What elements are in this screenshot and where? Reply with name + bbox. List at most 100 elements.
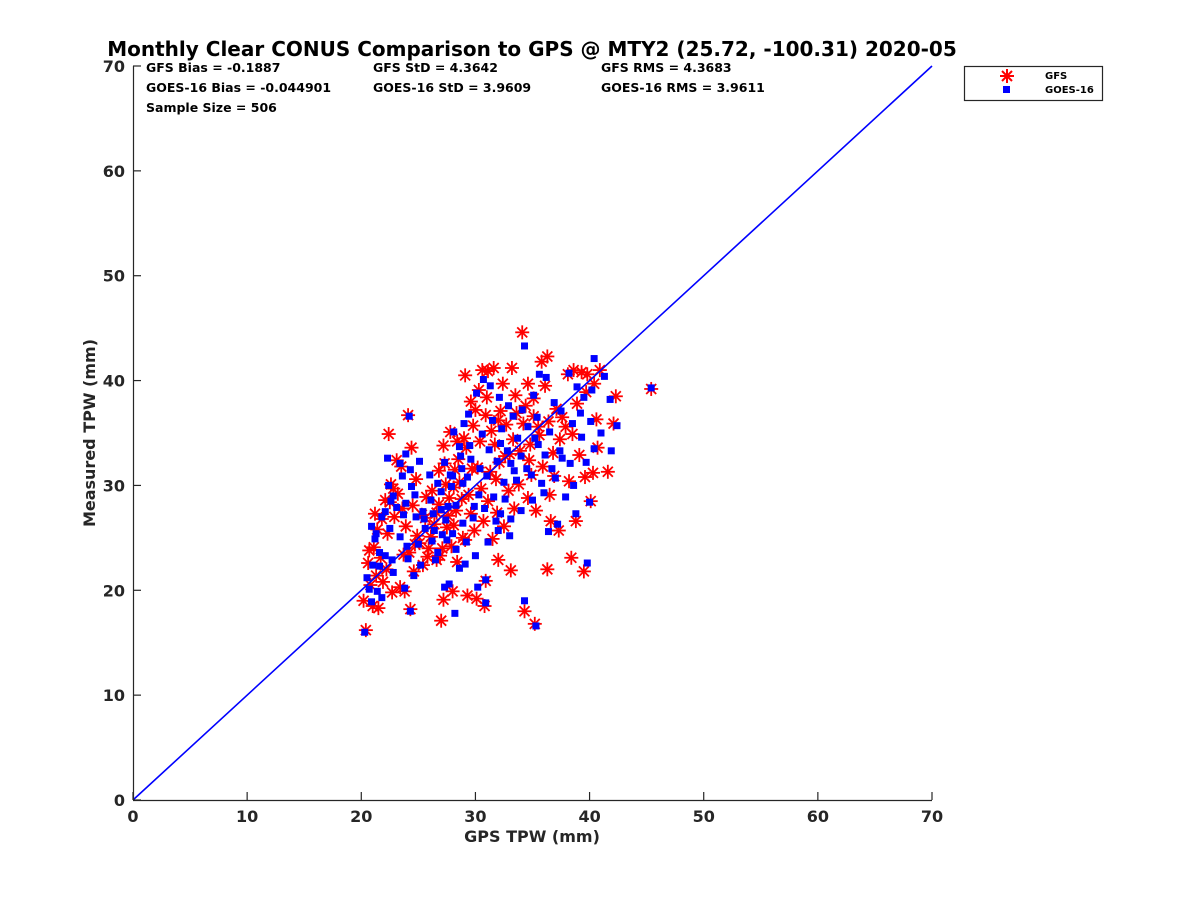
gfs-point [578,470,593,485]
goes16-point [530,391,538,399]
gfs-point [478,408,493,423]
goes16-point [590,445,598,453]
goes16-point [445,580,453,588]
goes16-point [489,416,497,424]
goes16-point [437,488,445,496]
x-tick-label: 60 [807,807,829,826]
gfs-point [461,487,476,502]
goes16-point [493,457,501,465]
goes16-point [501,495,509,503]
x-tick-label: 40 [578,807,600,826]
gfs-point [463,394,478,409]
gfs-point [385,585,400,600]
goes16-point [531,434,539,442]
gfs-point [568,514,583,529]
goes16-point [482,599,490,607]
goes16-point [497,439,505,447]
goes16-point [527,471,535,479]
goes16-point [587,417,595,425]
goes16-point [550,399,558,407]
x-axis-label: GPS TPW (mm) [464,827,600,846]
goes16-point [600,372,608,380]
gfs-point [436,438,451,453]
gfs-point [375,574,390,589]
goes16-point [412,513,420,521]
gfs-point [508,388,523,403]
goes16-point [408,482,416,490]
goes16-point [427,496,435,504]
y-tick-label: 30 [103,476,125,495]
goes16-point [396,533,404,541]
goes16-point [450,428,458,436]
goes16-point [495,393,503,401]
gfs-point [576,564,591,579]
goes16-point [363,574,371,582]
goes16-point [576,409,584,417]
gfs-point [460,588,475,603]
goes16-point [498,425,506,433]
goes16-point [551,474,559,482]
ticks-layer: 0 10 20 30 40 50 60 70 0 10 20 30 40 50 60 70 [103,57,943,826]
goes16-point [538,479,546,487]
goes16-point [376,549,384,557]
goes16-point [405,412,413,420]
x-tick-label: 20 [350,807,372,826]
legend-label-goes16: GOES-16 [1045,85,1094,96]
goes16-point [449,530,457,538]
goes16-point [647,384,655,392]
goes16-point [428,537,436,545]
gfs-point [552,432,567,447]
goes16-point [568,420,576,428]
goes16-point [398,472,406,480]
goes16-point [421,524,429,532]
y-tick-label: 20 [103,581,125,600]
goes16-point [452,545,460,553]
goes16-point [469,514,477,522]
goes16-point [369,561,377,569]
gfs-point [378,493,393,508]
goes16-point [444,502,452,510]
goes16-point [471,552,479,560]
gfs-point [580,367,595,382]
gfs-point [564,550,579,565]
goes16-point [415,457,423,465]
goes16-point [442,516,450,524]
goes16-point [457,452,465,460]
goes16-point [544,528,552,536]
goes16-point [475,491,483,499]
y-tick-label: 40 [103,372,125,391]
goes16-point [521,342,529,350]
gfs-point [484,423,499,438]
goes16-point [431,556,439,564]
goes16-point [523,465,531,473]
legend-box [963,65,1104,102]
goes16-point [381,552,389,560]
goes16-point [590,355,598,363]
goes16-point [459,479,467,487]
goes16-point [455,443,463,451]
gfs-point [540,562,555,577]
goes16-point [613,422,621,430]
gfs-point [491,552,506,567]
goes16-point [484,538,492,546]
goes16-point [373,587,381,595]
y-axis-label: Measured TPW (mm) [80,339,99,527]
goes16-point [368,598,376,606]
goes16-point [403,542,411,550]
gfs-point [387,509,402,524]
x-tick-label: 50 [693,807,715,826]
goes16-point [524,423,532,431]
goes16-point [381,508,389,516]
y-tick-label: 0 [114,791,125,810]
goes16-point [404,555,412,563]
goes16-point [419,508,427,516]
goes16-point [410,572,418,580]
goes16-point [429,510,437,518]
goes16-point [465,410,473,418]
goes16-point [388,556,396,564]
y-tick-label: 70 [103,57,125,76]
x-tick-label: 10 [236,807,258,826]
goes16-point [535,370,543,378]
goes16-point [529,496,536,504]
goes16-point [566,459,574,467]
